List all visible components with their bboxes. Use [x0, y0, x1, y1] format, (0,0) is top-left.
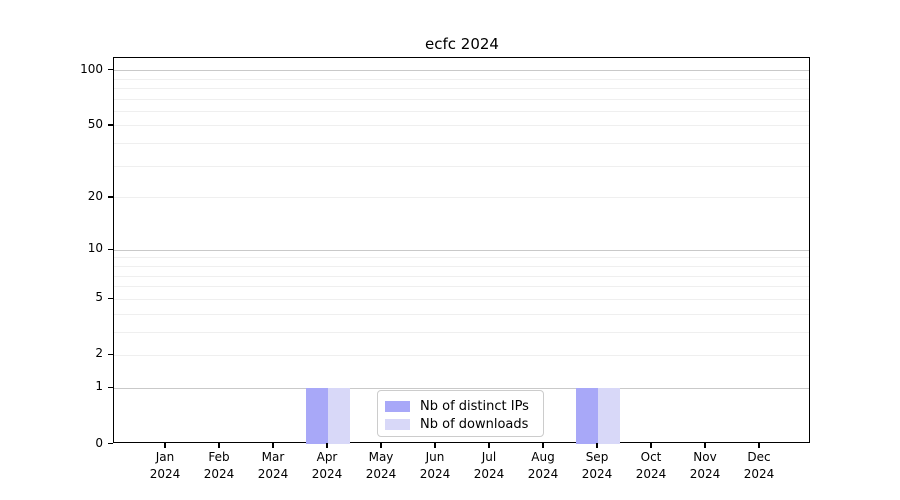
x-tick-label: Jan 2024 [149, 450, 181, 481]
plot-area [113, 57, 810, 444]
minor-gridline [114, 143, 809, 145]
y-tick-label: 50 [87, 116, 103, 131]
legend: Nb of distinct IPs Nb of downloads [377, 390, 544, 437]
y-tick-label: 5 [95, 290, 103, 305]
x-tick-label: Jul 2024 [473, 450, 505, 481]
minor-gridline [114, 275, 809, 277]
x-tick-label: Nov 2024 [689, 450, 721, 481]
y-tick-label: 10 [87, 241, 103, 256]
x-tick-mark [488, 443, 490, 448]
x-tick-mark [218, 443, 220, 448]
x-tick-mark [434, 443, 436, 448]
y-tick-mark [108, 353, 113, 356]
legend-item-downloads: Nb of downloads [385, 415, 535, 433]
x-tick-label: Sep 2024 [581, 450, 613, 481]
x-tick-mark [542, 443, 544, 448]
y-tick-label: 0 [95, 435, 103, 450]
major-gridline [114, 70, 809, 72]
bar-downloads-sep [598, 387, 620, 444]
minor-gridline [114, 313, 809, 315]
y-tick-mark [108, 386, 113, 389]
minor-gridline [114, 98, 809, 100]
y-tick-label: 1 [95, 379, 103, 394]
x-tick-mark [326, 443, 328, 448]
x-tick-mark [758, 443, 760, 448]
minor-gridline [114, 197, 809, 199]
legend-label-downloads: Nb of downloads [420, 416, 529, 432]
minor-gridline [114, 125, 809, 127]
minor-gridline [114, 110, 809, 112]
x-tick-mark [272, 443, 274, 448]
x-tick-label: Mar 2024 [257, 450, 289, 481]
x-tick-mark [596, 443, 598, 448]
y-tick-label: 20 [87, 188, 103, 203]
minor-gridline [114, 257, 809, 259]
chart-title: ecfc 2024 [425, 35, 499, 53]
minor-gridline [114, 265, 809, 267]
minor-gridline [114, 298, 809, 300]
bar-distinct-ips-sep [576, 387, 598, 444]
y-tick-mark [108, 124, 113, 126]
x-tick-mark [380, 443, 382, 448]
legend-swatch-distinct-ips [385, 400, 410, 412]
minor-gridline [114, 354, 809, 356]
x-tick-mark [704, 443, 706, 448]
x-tick-label: May 2024 [365, 450, 397, 481]
x-tick-mark [164, 443, 166, 448]
major-gridline [114, 249, 809, 251]
legend-label-distinct-ips: Nb of distinct IPs [420, 398, 529, 414]
bar-downloads-apr [328, 387, 350, 444]
major-gridline [114, 387, 809, 389]
legend-item-distinct-ips: Nb of distinct IPs [385, 397, 535, 415]
x-tick-label: Aug 2024 [527, 450, 559, 481]
x-tick-label: Apr 2024 [311, 450, 343, 481]
minor-gridline [114, 165, 809, 167]
y-tick-mark [108, 248, 113, 250]
y-tick-label: 100 [80, 61, 103, 76]
x-tick-label: Jun 2024 [419, 450, 451, 481]
x-tick-mark [650, 443, 652, 448]
x-tick-label: Feb 2024 [203, 450, 235, 481]
x-tick-label: Dec 2024 [743, 450, 775, 481]
minor-gridline [114, 87, 809, 89]
bar-distinct-ips-apr [306, 387, 328, 444]
y-tick-label: 2 [95, 346, 103, 361]
minor-gridline [114, 286, 809, 288]
minor-gridline [114, 331, 809, 333]
y-tick-mark [108, 196, 113, 198]
legend-swatch-downloads [385, 418, 410, 430]
y-tick-mark [108, 297, 113, 300]
y-tick-mark [108, 69, 113, 71]
minor-gridline [114, 78, 809, 80]
y-tick-mark [108, 443, 113, 445]
x-tick-label: Oct 2024 [635, 450, 667, 481]
